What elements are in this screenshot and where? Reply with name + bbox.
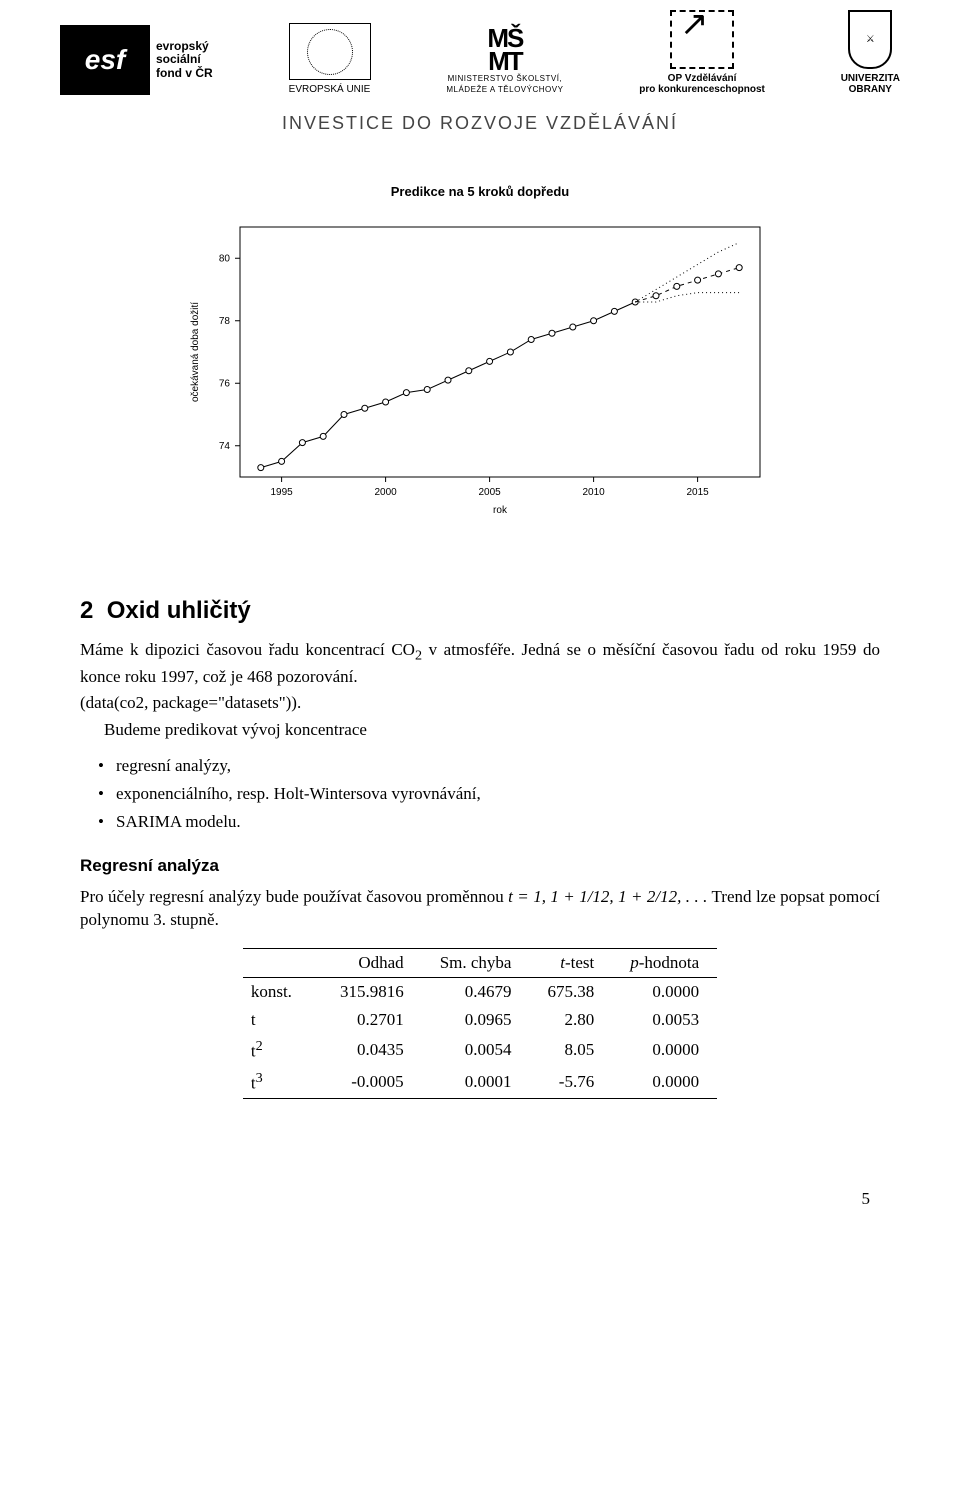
op-vk-icon: ↗ [670,10,734,69]
regression-table: Odhad Sm. chyba t-test p-hodnota konst. … [243,948,717,1098]
msmt-logo: MŠMT MINISTERSTVO ŠKOLSTVÍ, MLÁDEŽE A TĚ… [446,27,563,95]
eu-logo: EVROPSKÁ UNIE [289,23,371,95]
regression-para: Pro účely regresní analýzy bude používat… [80,886,880,932]
svg-text:78: 78 [219,316,231,327]
section-title: Oxid uhličitý [107,597,251,624]
msmt-icon: MŠMT [487,27,522,74]
svg-text:2010: 2010 [582,487,605,498]
predict-intro: Budeme predikovat vývoj koncentrace [80,719,880,742]
forecast-chart: Predikce na 5 kroků dopředu 1995 2000 2005… [80,184,880,557]
section-number: 2 [80,597,93,624]
svg-text:74: 74 [219,441,231,452]
section-heading: 2 Oxid uhličitý [80,597,880,625]
table-header-row: Odhad Sm. chyba t-test p-hodnota [243,949,717,978]
esf-logo: esf evropský sociální fond v ČR [60,25,213,95]
co2-subscript: 2 [415,647,422,663]
col-smchyba: Sm. chyba [422,949,530,978]
svg-text:2015: 2015 [686,487,709,498]
uo-line2: OBRANY [849,84,892,95]
msmt-line1: MINISTERSTVO ŠKOLSTVÍ, [448,75,563,84]
regression-subheading: Regresní analýza [80,856,880,876]
bullet-holtwinters: exponenciálního, resp. Holt-Wintersova v… [80,780,880,808]
col-p: p-hodnota [612,949,717,978]
funding-logos-header: esf evropský sociální fond v ČR EVROPSKÁ… [0,0,960,95]
row-t2: t2 [243,1034,322,1066]
msmt-line2: MLÁDEŽE A TĚLOVÝCHOVY [446,86,563,95]
code-line: (data(co2, package="datasets")). [80,692,880,715]
bullet-regresni: regresní analýzy, [80,752,880,780]
methods-list: regresní analýzy, exponenciálního, resp.… [80,752,880,836]
table-row: konst. 315.9816 0.4679 675.38 0.0000 [243,978,717,1007]
svg-text:2000: 2000 [374,487,397,498]
eu-label: EVROPSKÁ UNIE [289,84,371,95]
col-blank [243,949,322,978]
op-vk-logo: ↗ OP Vzdělávání pro konkurenceschopnost [639,10,765,95]
univerzita-obrany-logo: ⚔ UNIVERZITA OBRANY [841,10,900,95]
esf-mark-icon: esf [60,25,150,95]
chart-svg: 1995 2000 2005 2010 2015 74 76 78 80 rok očekávaná… [180,217,780,557]
esf-text-2: sociální [156,53,213,66]
uo-line1: UNIVERZITA [841,73,900,84]
para1-a: Máme k dipozici časovou řadu koncentrací… [80,640,415,659]
op-line1: OP Vzdělávání [668,73,737,84]
op-line2: pro konkurenceschopnost [639,84,765,95]
row-t: t [243,1006,322,1034]
svg-text:1995: 1995 [270,487,293,498]
svg-text:rok: rok [493,505,508,516]
svg-text:očekávaná doba dožití: očekávaná doba dožití [190,302,201,402]
para3-a: Pro účely regresní analýzy bude používat… [80,887,508,906]
chart-title: Predikce na 5 kroků dopředu [80,184,880,199]
uo-shield-icon: ⚔ [848,10,892,69]
table-row: t2 0.0435 0.0054 8.05 0.0000 [243,1034,717,1066]
col-ttest: t-test [529,949,612,978]
svg-text:76: 76 [219,378,231,389]
investice-tagline: INVESTICE DO ROZVOJE VZDĚLÁVÁNÍ [0,113,960,134]
svg-text:2005: 2005 [478,487,501,498]
esf-text-3: fond v ČR [156,67,213,80]
intro-paragraph: Máme k dipozici časovou řadu koncentrací… [80,639,880,688]
table-row: t 0.2701 0.0965 2.80 0.0053 [243,1006,717,1034]
svg-text:80: 80 [219,253,231,264]
row-t3: t3 [243,1066,322,1098]
page-number: 5 [80,1189,880,1209]
para3-math: t = 1, 1 + 1/12, 1 + 2/12, . . . [508,887,707,906]
eu-flag-icon [289,23,371,80]
bullet-sarima: SARIMA modelu. [80,808,880,836]
table-row: t3 -0.0005 0.0001 -5.76 0.0000 [243,1066,717,1098]
col-odhad: Odhad [322,949,422,978]
row-konst: konst. [243,978,322,1007]
